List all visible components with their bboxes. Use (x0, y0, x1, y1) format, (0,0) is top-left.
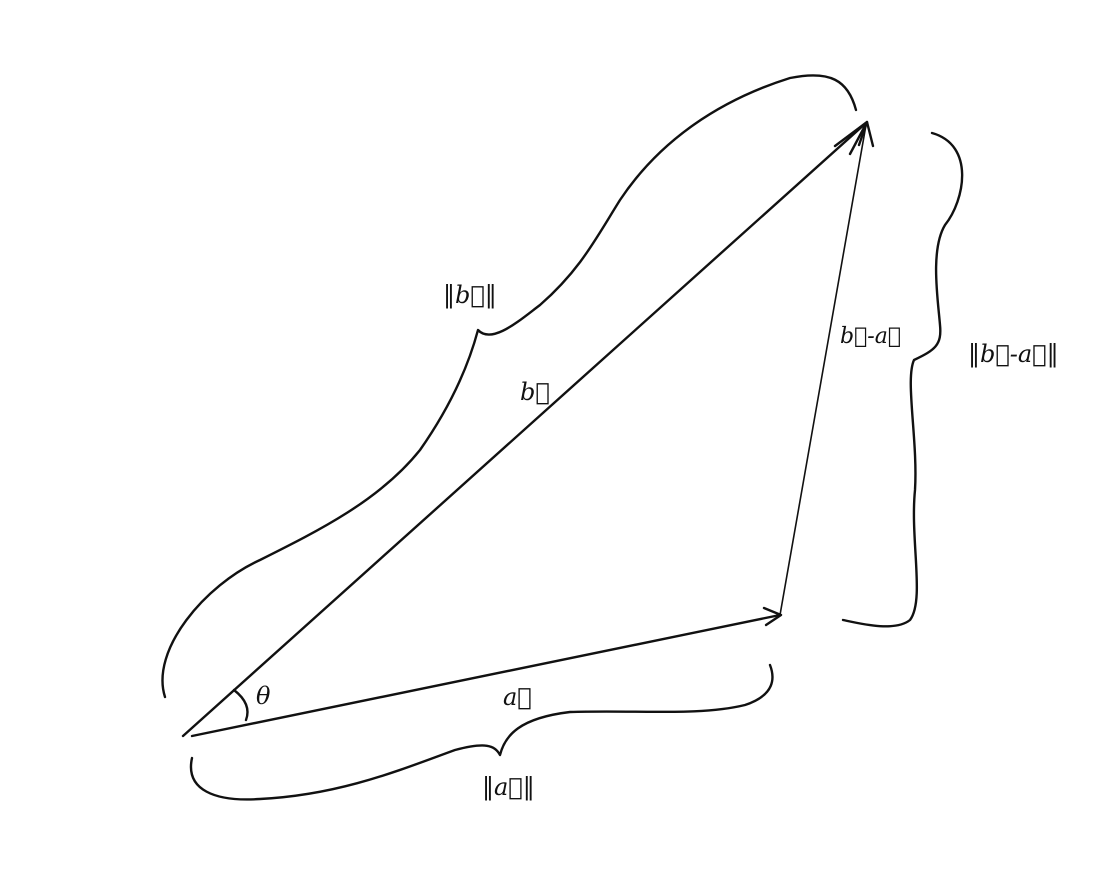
label-vector-b: b⃗ (520, 378, 550, 406)
vector-b-minus-a-arrowhead (857, 120, 875, 148)
theta-angle-arc (232, 688, 249, 722)
vector-b-minus-a-line (779, 124, 867, 616)
brace-norm-a (189, 663, 774, 801)
label-norm-b: ‖b⃗‖ (443, 281, 497, 310)
label-theta: θ (256, 682, 271, 710)
brace-norm-b-minus-a (841, 131, 964, 628)
vector-b-line (181, 121, 868, 738)
vector-a-arrowhead (762, 606, 783, 627)
label-norm-b-minus-a: ‖b⃗-a⃗‖ (968, 340, 1059, 369)
brace-norm-b (161, 74, 858, 699)
label-vector-a: a⃗ (503, 683, 532, 711)
label-norm-a: ‖a⃗‖ (482, 773, 535, 802)
label-vector-b-minus-a: b⃗-a⃗ (840, 324, 901, 349)
vector-a-line (190, 613, 782, 738)
